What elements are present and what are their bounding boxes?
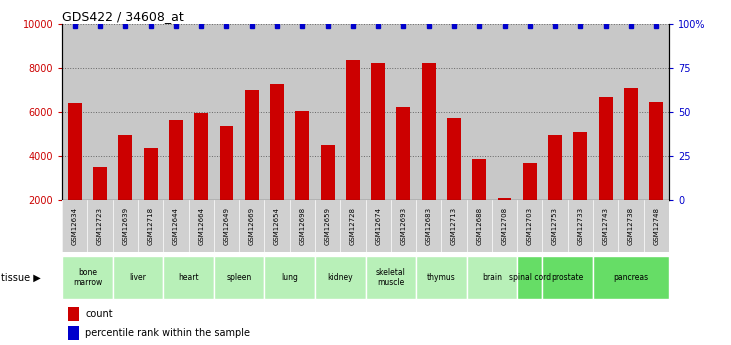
Text: brain: brain [482, 273, 502, 282]
Bar [548, 135, 562, 200]
Bar [371, 63, 385, 200]
Text: GSM12718: GSM12718 [148, 207, 154, 245]
Bar [219, 126, 233, 200]
Text: GSM12634: GSM12634 [72, 207, 77, 245]
Bar [194, 113, 208, 200]
Text: GSM12659: GSM12659 [325, 207, 330, 245]
Bar [346, 60, 360, 200]
Text: GSM12728: GSM12728 [350, 207, 356, 245]
Text: GSM12654: GSM12654 [274, 207, 280, 245]
Bar [213, 256, 265, 299]
Text: GSM12649: GSM12649 [224, 207, 230, 245]
Bar [265, 256, 315, 299]
Bar [93, 167, 107, 200]
Text: thymus: thymus [427, 273, 455, 282]
Text: spleen: spleen [227, 273, 251, 282]
Text: count: count [86, 309, 113, 319]
Bar [649, 102, 663, 200]
Text: GSM12688: GSM12688 [477, 207, 482, 245]
Text: GSM12664: GSM12664 [198, 207, 204, 245]
Text: GSM12644: GSM12644 [173, 207, 179, 245]
Text: pancreas: pancreas [613, 273, 648, 282]
Bar [396, 107, 410, 200]
Text: skeletal
muscle: skeletal muscle [376, 268, 406, 287]
Bar [542, 256, 593, 299]
Bar [422, 63, 436, 200]
Text: spinal cord: spinal cord [509, 273, 551, 282]
Text: GDS422 / 34608_at: GDS422 / 34608_at [62, 10, 184, 23]
Text: GSM12669: GSM12669 [249, 207, 254, 245]
Text: GSM12713: GSM12713 [451, 207, 457, 245]
Bar [498, 198, 512, 200]
Bar [573, 132, 587, 200]
Bar [523, 163, 537, 200]
Text: GSM12748: GSM12748 [654, 207, 659, 245]
Bar [68, 326, 79, 339]
Bar [68, 307, 79, 321]
Bar [144, 148, 158, 200]
Text: kidney: kidney [327, 273, 353, 282]
Text: tissue ▶: tissue ▶ [1, 273, 41, 283]
Text: GSM12738: GSM12738 [628, 207, 634, 245]
Text: bone
marrow: bone marrow [73, 268, 102, 287]
Bar [295, 111, 309, 200]
Text: GSM12698: GSM12698 [299, 207, 306, 245]
Bar [447, 118, 461, 200]
Bar [163, 256, 213, 299]
Text: percentile rank within the sample: percentile rank within the sample [86, 328, 250, 338]
Bar [245, 90, 259, 200]
Text: GSM12743: GSM12743 [602, 207, 609, 245]
Bar [321, 145, 335, 200]
Bar [62, 256, 113, 299]
Bar [599, 97, 613, 200]
Bar [113, 256, 163, 299]
Text: GSM12693: GSM12693 [401, 207, 406, 245]
Bar [315, 256, 366, 299]
Bar [593, 256, 669, 299]
Text: GSM12639: GSM12639 [122, 207, 129, 245]
Text: lung: lung [281, 273, 298, 282]
Text: GSM12683: GSM12683 [425, 207, 432, 245]
Text: GSM12703: GSM12703 [527, 207, 533, 245]
Bar [169, 120, 183, 200]
Bar [518, 256, 542, 299]
Bar [118, 135, 132, 200]
Bar [68, 104, 82, 200]
Text: prostate: prostate [552, 273, 584, 282]
Text: GSM12674: GSM12674 [375, 207, 381, 245]
Bar [270, 83, 284, 200]
Text: GSM12708: GSM12708 [501, 207, 507, 245]
Text: GSM12733: GSM12733 [577, 207, 583, 245]
Bar [416, 256, 466, 299]
Bar [366, 256, 416, 299]
Bar [624, 88, 638, 200]
Text: GSM12723: GSM12723 [97, 207, 103, 245]
Bar [472, 159, 486, 200]
Text: heart: heart [178, 273, 199, 282]
Bar [466, 256, 518, 299]
Text: GSM12753: GSM12753 [552, 207, 558, 245]
Text: liver: liver [129, 273, 146, 282]
